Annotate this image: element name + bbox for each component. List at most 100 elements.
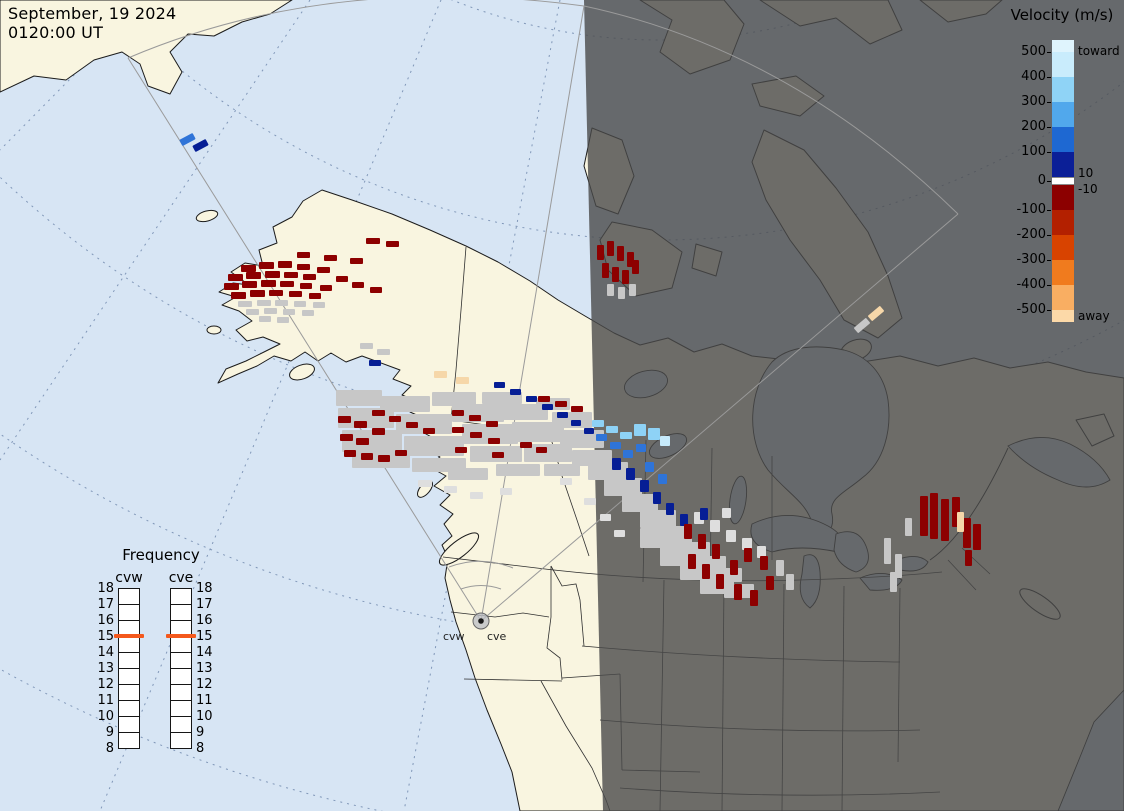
velocity-colorbar bbox=[1052, 40, 1074, 322]
frequency-box bbox=[118, 700, 140, 717]
or-id-border bbox=[546, 616, 563, 681]
frequency-tick-label: 8 bbox=[105, 741, 114, 756]
siberia-coast bbox=[0, 0, 293, 95]
frequency-box bbox=[118, 588, 140, 605]
frequency-tick-label: 13 bbox=[196, 661, 213, 676]
frequency-tick-label: 9 bbox=[196, 725, 205, 740]
frequency-box bbox=[170, 700, 192, 717]
frequency-column-label-cve: cve bbox=[168, 570, 194, 586]
velocity-tick-mark bbox=[1047, 102, 1051, 103]
fan-near-range-arc-1 bbox=[448, 560, 514, 569]
frequency-box bbox=[118, 604, 140, 621]
radar-site-label-cvw: cvw bbox=[443, 630, 465, 643]
velocity-tick-mark bbox=[1047, 127, 1051, 128]
velocity-tick-label: -500 bbox=[1016, 302, 1046, 317]
frequency-marker bbox=[114, 634, 144, 638]
frequency-tick-label: 16 bbox=[196, 613, 213, 628]
minus10-label: -10 bbox=[1078, 182, 1098, 196]
vancouver-island bbox=[438, 532, 480, 566]
frequency-tick-label: 15 bbox=[97, 629, 114, 644]
radar-fov-fans bbox=[127, 0, 959, 622]
frequency-legend-title: Frequency bbox=[122, 546, 200, 564]
frequency-tick-label: 18 bbox=[196, 581, 213, 596]
frequency-column-label-cvw: cvw bbox=[115, 570, 143, 586]
frequency-box bbox=[170, 604, 192, 621]
frequency-box bbox=[170, 732, 192, 749]
frequency-tick-label: 11 bbox=[196, 693, 213, 708]
velocity-tick-mark bbox=[1047, 285, 1051, 286]
colorbar-segment bbox=[1052, 260, 1074, 285]
frequency-box bbox=[118, 732, 140, 749]
radar-site-label-cve: cve bbox=[487, 630, 507, 643]
frequency-marker bbox=[166, 634, 196, 638]
colorbar-zero-band bbox=[1052, 177, 1074, 185]
velocity-tick-mark bbox=[1047, 181, 1051, 182]
frequency-tick-label: 13 bbox=[97, 661, 114, 676]
frequency-tick-label: 9 bbox=[105, 725, 114, 740]
frequency-box bbox=[170, 652, 192, 669]
colorbar-segment bbox=[1052, 210, 1074, 235]
velocity-tick-label: -200 bbox=[1016, 227, 1046, 242]
colorbar-segment bbox=[1052, 52, 1074, 77]
colorbar-segment bbox=[1052, 285, 1074, 310]
colorbar-segment bbox=[1052, 77, 1074, 102]
frequency-tick-label: 15 bbox=[196, 629, 213, 644]
frequency-tick-label: 17 bbox=[97, 597, 114, 612]
velocity-tick-label: -300 bbox=[1016, 252, 1046, 267]
frequency-box bbox=[170, 668, 192, 685]
frequency-box bbox=[118, 684, 140, 701]
frequency-box-column bbox=[118, 588, 140, 749]
st-lawrence-island bbox=[195, 209, 219, 223]
velocity-tick-label: -400 bbox=[1016, 277, 1046, 292]
timestamp: September, 19 2024 0120:00 UT bbox=[8, 4, 176, 42]
colorbar-segment bbox=[1052, 310, 1074, 322]
fan-edge-west bbox=[127, 57, 482, 622]
velocity-legend-title: Velocity (m/s) bbox=[1010, 6, 1114, 24]
id-mt-border bbox=[550, 565, 585, 647]
velocity-tick-label: -100 bbox=[1016, 202, 1046, 217]
or-ca-border bbox=[463, 678, 563, 682]
fan-near-range-arc-2 bbox=[460, 585, 502, 590]
velocity-tick-mark bbox=[1047, 235, 1051, 236]
frequency-tick-label: 12 bbox=[196, 677, 213, 692]
frequency-box bbox=[170, 588, 192, 605]
frequency-tick-label: 17 bbox=[196, 597, 213, 612]
velocity-tick-mark bbox=[1047, 210, 1051, 211]
frequency-box-column bbox=[170, 588, 192, 749]
velocity-tick-label: 400 bbox=[1021, 69, 1046, 84]
colorbar-segment bbox=[1052, 152, 1074, 177]
night-overlay bbox=[584, 0, 1124, 811]
toward-label: toward bbox=[1078, 44, 1120, 58]
colorbar-segment bbox=[1052, 235, 1074, 260]
frequency-tick-label: 11 bbox=[97, 693, 114, 708]
frequency-tick-label: 10 bbox=[97, 709, 114, 724]
time-label: 0120:00 UT bbox=[8, 23, 104, 43]
frequency-box bbox=[118, 652, 140, 669]
colorbar-segment bbox=[1052, 127, 1074, 152]
frequency-tick-label: 14 bbox=[196, 645, 213, 660]
frequency-box bbox=[170, 716, 192, 733]
fan-edge-east bbox=[480, 213, 959, 622]
radar-site-marker bbox=[472, 612, 490, 630]
fan-outer-arc-east bbox=[583, 5, 959, 215]
date-label: September, 19 2024 bbox=[8, 4, 177, 23]
frequency-legend: Frequency cvw 18 17 16 15 14 13 12 11 10 9 8 cve 18 17… bbox=[86, 544, 316, 784]
frequency-tick-label: 18 bbox=[97, 581, 114, 596]
frequency-box bbox=[118, 716, 140, 733]
velocity-tick-label: 0 bbox=[1037, 173, 1046, 188]
velocity-tick-label: 300 bbox=[1021, 94, 1046, 109]
away-label: away bbox=[1078, 309, 1110, 323]
frequency-tick-label: 14 bbox=[97, 645, 114, 660]
velocity-tick-mark bbox=[1047, 260, 1051, 261]
colorbar-segment bbox=[1052, 185, 1074, 210]
frequency-tick-label: 12 bbox=[97, 677, 114, 692]
frequency-tick-label: 16 bbox=[97, 613, 114, 628]
frequency-box bbox=[118, 668, 140, 685]
velocity-tick-label: 100 bbox=[1021, 144, 1046, 159]
velocity-tick-mark bbox=[1047, 77, 1051, 78]
velocity-tick-mark bbox=[1047, 152, 1051, 153]
kodiak-island bbox=[289, 363, 315, 381]
frequency-tick-label: 8 bbox=[196, 741, 205, 756]
velocity-legend: Velocity (m/s) 500 400 300 200 100 0 -100 -200 -… bbox=[1000, 6, 1124, 336]
